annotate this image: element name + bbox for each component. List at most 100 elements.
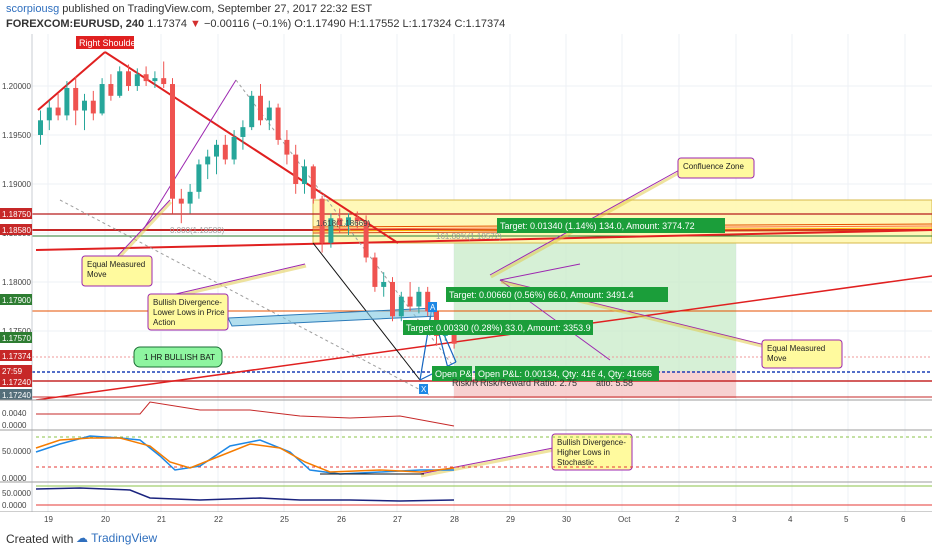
- right-shoulder-label: Right Shoulder: [79, 38, 139, 48]
- price-badge-label: 1.18580: [2, 226, 31, 235]
- last-price: 1.17374: [147, 18, 187, 30]
- brand-name: TradingView: [91, 531, 158, 545]
- candle-body: [196, 164, 202, 192]
- candle-body: [152, 78, 158, 82]
- candle-body: [205, 156, 211, 165]
- time-tick-label: 30: [562, 515, 571, 524]
- bat-label: 1 HR BULLISH BAT: [144, 353, 215, 362]
- time-tick-label: 20: [101, 515, 110, 524]
- macd-tick-label: 0.0040: [2, 409, 27, 418]
- price-tick-label: 1.17500: [2, 327, 31, 336]
- candle-body: [372, 257, 378, 287]
- candle-body: [363, 221, 369, 258]
- time-tick-label: 26: [337, 515, 346, 524]
- candle-body: [214, 144, 219, 157]
- price-badge: [0, 332, 32, 343]
- point-a-box: [428, 302, 437, 312]
- bullish-divergence-price-note-line: Action: [153, 318, 175, 327]
- time-tick-label: 3: [732, 515, 737, 524]
- price-badge: [0, 350, 32, 361]
- candle-body: [117, 71, 123, 96]
- target-label-3: Target: 0.00330 (0.28%) 33.0, Amount: 33…: [406, 323, 591, 333]
- candle-body: [293, 154, 299, 184]
- target-label-1-box: [497, 218, 725, 233]
- candle-body: [240, 127, 246, 137]
- price-badge-label: 1.17240: [2, 391, 31, 400]
- publish-line: scorpiousg published on TradingView.com,…: [6, 3, 372, 15]
- time-axis: 19 20 21 22 25 26 27 28 29 30 Oct 2 3 4 5 6: [0, 512, 932, 526]
- stoch-k-line: [35, 435, 454, 475]
- published-text: published on TradingView.com, September …: [62, 3, 373, 15]
- candle-body: [451, 329, 457, 344]
- confluence-zone-note: Confluence Zone: [683, 162, 744, 171]
- candle-body: [170, 84, 175, 199]
- candle-body: [354, 217, 360, 222]
- trend-line: [419, 306, 433, 381]
- candle-body: [266, 107, 272, 121]
- ratio-right-label: atio: 5.58: [596, 378, 633, 388]
- time-tick-label: 2: [675, 515, 680, 524]
- footer: Created with ☁ TradingView: [0, 526, 932, 550]
- bullish-divergence-price-note-line: Bullish Divergence-: [153, 298, 222, 307]
- chart-canvas[interactable]: Right Shoulder 0.000(1.18580) 1.618(1.1866…: [0, 34, 932, 526]
- candle-body: [398, 296, 404, 317]
- candle-body: [178, 198, 184, 204]
- candle-body: [231, 136, 237, 160]
- candle-body: [328, 218, 334, 243]
- bullish-divergence-stoch-note: Bullish Divergence-Higher Lows in Stochas…: [557, 438, 626, 467]
- open-pl-left-box: [432, 366, 472, 381]
- candle-body: [337, 218, 343, 226]
- callout-connector-shade: [420, 448, 555, 478]
- candle-body: [222, 144, 228, 160]
- down-arrow-icon: ▼: [190, 18, 201, 30]
- callout-connector: [111, 199, 171, 263]
- bullish-divergence-stoch-note-line: Higher Lows in: [557, 448, 610, 457]
- candle-body: [187, 191, 193, 204]
- time-tick-label: 27: [393, 515, 402, 524]
- bullish-divergence-price-note-line: Lower Lows in Price: [153, 308, 225, 317]
- time-tick-label: 5: [844, 515, 849, 524]
- change-value: −0.00116 (−0.1%): [203, 18, 292, 30]
- candle-body: [390, 282, 395, 317]
- stoch-d-line: [35, 437, 455, 473]
- candle-body: [64, 87, 70, 116]
- qty-right-label-box: [595, 366, 659, 381]
- author-link[interactable]: scorpiousg: [6, 3, 60, 15]
- time-tick-label: 25: [280, 515, 289, 524]
- macd-tick-label: 0.0000: [2, 421, 27, 430]
- bat-label-box: [133, 346, 223, 368]
- ohlc-line: FOREXCOM:EURUSD, 240 1.17374 ▼ −0.00116 …: [6, 18, 505, 30]
- price-badge-label: 27:59: [2, 367, 23, 376]
- candle-body: [134, 74, 140, 86]
- price-badge: [0, 208, 32, 219]
- confluence-zone-note-box: [677, 157, 755, 179]
- symbol-label: FOREXCOM:EURUSD, 240: [6, 18, 145, 30]
- candle-body: [73, 87, 79, 111]
- price-badge: [0, 224, 32, 235]
- candle-body: [302, 166, 307, 184]
- osc-tick-label: 0.0000: [2, 501, 27, 510]
- ohlc-values: O:1.17490 H:1.17552 L:1.17324 C:1.17374: [294, 18, 506, 30]
- stoch-tick-label: 50.0000: [2, 447, 31, 456]
- right-shoulder-box: [76, 36, 134, 49]
- open-pl-label-box: [475, 366, 606, 381]
- price-badge: [0, 294, 32, 305]
- trend-line: [104, 51, 399, 244]
- candle-body: [99, 84, 105, 114]
- candle-body: [143, 74, 149, 82]
- price-badge: [0, 365, 32, 376]
- candle-body: [55, 107, 61, 116]
- time-tick-label: Oct: [618, 515, 631, 524]
- horizontal-levels: [32, 213, 932, 398]
- point-x-box: [419, 384, 428, 394]
- tradingview-brand[interactable]: ☁ TradingView: [76, 531, 157, 545]
- time-tick-label: 19: [44, 515, 53, 524]
- price-tick-label: 1.19000: [2, 180, 31, 189]
- target-label-2-box: [446, 287, 668, 302]
- candle-body: [425, 291, 431, 312]
- risk-left-label: Risk/R: [452, 378, 479, 388]
- created-with-text: Created with: [6, 532, 74, 546]
- open-pl-label: Open P&L: 0.00134, Qty: 41666: [478, 369, 606, 379]
- price-badge-label: 1.17374: [2, 352, 31, 361]
- bullish-divergence-stoch-note-box: [551, 433, 633, 471]
